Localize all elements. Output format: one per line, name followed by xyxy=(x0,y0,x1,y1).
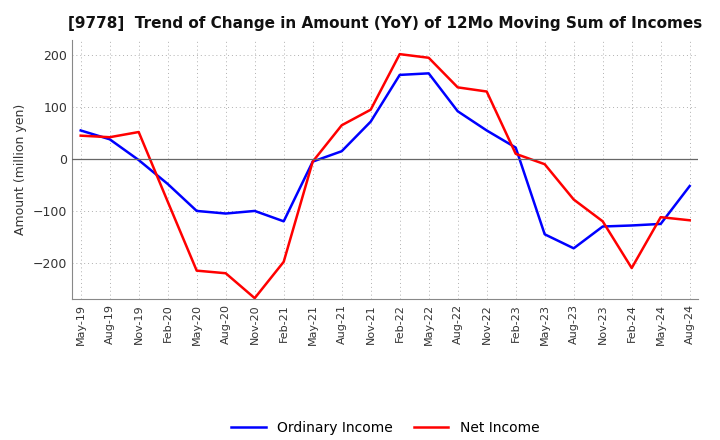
Line: Ordinary Income: Ordinary Income xyxy=(81,73,690,248)
Net Income xyxy=(366,107,375,112)
Ordinary Income xyxy=(366,119,375,124)
Ordinary Income xyxy=(308,159,317,164)
Net Income xyxy=(511,151,520,157)
Ordinary Income xyxy=(279,219,288,224)
Net Income xyxy=(251,296,259,301)
Net Income xyxy=(308,159,317,164)
Net Income xyxy=(163,199,172,204)
Net Income xyxy=(627,265,636,271)
Net Income xyxy=(570,197,578,202)
Title: [9778]  Trend of Change in Amount (YoY) of 12Mo Moving Sum of Incomes: [9778] Trend of Change in Amount (YoY) o… xyxy=(68,16,702,32)
Net Income xyxy=(482,89,491,94)
Net Income xyxy=(657,215,665,220)
Net Income xyxy=(395,51,404,57)
Ordinary Income xyxy=(424,71,433,76)
Ordinary Income xyxy=(192,208,201,213)
Net Income xyxy=(685,218,694,223)
Ordinary Income xyxy=(482,128,491,133)
Net Income xyxy=(192,268,201,273)
Ordinary Income xyxy=(338,149,346,154)
Net Income xyxy=(338,123,346,128)
Ordinary Income xyxy=(570,246,578,251)
Ordinary Income xyxy=(251,208,259,213)
Net Income xyxy=(598,219,607,224)
Ordinary Income xyxy=(685,183,694,189)
Net Income xyxy=(454,85,462,90)
Ordinary Income xyxy=(105,137,114,142)
Ordinary Income xyxy=(627,223,636,228)
Y-axis label: Amount (million yen): Amount (million yen) xyxy=(14,104,27,235)
Ordinary Income xyxy=(221,211,230,216)
Ordinary Income xyxy=(511,145,520,150)
Ordinary Income xyxy=(454,109,462,114)
Net Income xyxy=(105,135,114,140)
Net Income xyxy=(76,133,85,138)
Net Income xyxy=(279,259,288,264)
Net Income xyxy=(424,55,433,60)
Ordinary Income xyxy=(395,72,404,77)
Net Income xyxy=(541,161,549,167)
Legend: Ordinary Income, Net Income: Ordinary Income, Net Income xyxy=(225,415,545,440)
Ordinary Income xyxy=(76,128,85,133)
Net Income xyxy=(135,129,143,135)
Ordinary Income xyxy=(598,224,607,229)
Ordinary Income xyxy=(135,158,143,163)
Line: Net Income: Net Income xyxy=(81,54,690,298)
Ordinary Income xyxy=(163,181,172,187)
Ordinary Income xyxy=(657,221,665,227)
Ordinary Income xyxy=(541,231,549,237)
Net Income xyxy=(221,271,230,276)
